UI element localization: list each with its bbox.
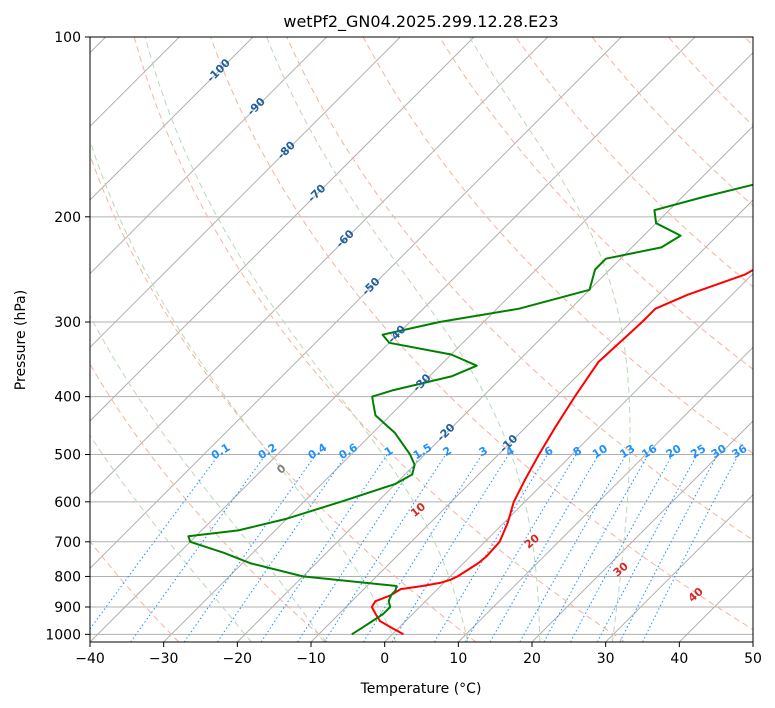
dry-adiabat-line: [90, 153, 477, 642]
isotherm-line: [163, 51, 753, 642]
isotherm-line: [90, 37, 622, 570]
isotherm-line: [531, 420, 753, 642]
moist-adiabat-line: [144, 37, 469, 642]
temperature-profile-line: [370, 268, 753, 636]
isotherm-line: [605, 493, 753, 642]
dry-adiabat-line: [90, 363, 328, 642]
dewpoint-profile-line: [187, 183, 753, 636]
moist-adiabat-line: [90, 314, 325, 642]
x-tick-label: 0: [380, 651, 389, 667]
dry-adiabat-line: [362, 37, 753, 455]
y-axis-title: Pressure (hPa): [13, 290, 29, 390]
mixing-ratio-line: [433, 454, 548, 642]
y-tick-label: 600: [54, 495, 81, 511]
dry-adiabat-line: [286, 37, 753, 541]
x-axis-title: Temperature (°C): [360, 681, 482, 697]
isotherm-line: [384, 272, 753, 642]
x-tick-label: −10: [296, 651, 326, 667]
isotherm-line: [90, 37, 254, 201]
y-tick-label: 800: [54, 569, 81, 585]
isotherm-line: [90, 37, 475, 422]
isotherm-line: [90, 37, 549, 496]
isotherm-line: [236, 125, 753, 642]
y-tick-label: 300: [54, 315, 81, 331]
y-tick-label: 200: [54, 210, 81, 226]
mixing-ratio-line: [297, 454, 422, 642]
y-tick-label: 400: [54, 390, 81, 406]
moist-adiabat-line: [90, 434, 252, 642]
isotherm-line: [310, 199, 753, 642]
x-tick-label: −40: [75, 651, 105, 667]
mixing-ratio-line: [489, 454, 600, 642]
dry-adiabat-line: [133, 37, 625, 642]
mixing-ratio-line: [323, 454, 447, 642]
x-tick-label: −20: [223, 651, 253, 667]
dry-adiabat-line: [515, 37, 753, 288]
isotherm-line: [752, 641, 753, 642]
y-tick-label: 1000: [45, 627, 81, 643]
axes-layer: −40 −30 −20 −10 0 10 20 30 40 50 100 200 300 400 500 60…: [45, 30, 762, 667]
mixing-ratio-line: [183, 454, 317, 642]
y-tick-label: 500: [54, 448, 81, 464]
x-tick-label: 10: [449, 651, 467, 667]
mixing-ratio-line: [260, 454, 388, 642]
dry-adiabat-line: [210, 37, 753, 631]
mixing-ratio-line: [216, 454, 348, 642]
moist-adiabat-line: [469, 37, 631, 642]
mixing-ratio-line: [596, 454, 698, 642]
grid-layer: [90, 37, 753, 642]
isotherm-line: [457, 346, 753, 642]
dry-adiabat-line: [438, 37, 753, 370]
chart-title: wetPf2_GN04.2025.299.12.28.E23: [283, 12, 558, 32]
plot-background: [90, 37, 753, 642]
mixing-ratio-line: [130, 454, 267, 642]
x-tick-label: 50: [744, 651, 762, 667]
data-layer: [187, 183, 753, 636]
plot-frame: [89, 36, 754, 643]
x-tick-label: 40: [670, 651, 688, 667]
mixing-ratio-line: [464, 454, 577, 642]
y-tick-label: 900: [54, 600, 81, 616]
mixing-ratio-line: [519, 454, 627, 642]
mixing-ratio-line: [569, 454, 673, 642]
x-tick-label: 20: [523, 651, 541, 667]
y-tick-label: 100: [54, 30, 81, 46]
moist-adiabat-line: [266, 37, 541, 642]
isotherm-line: [90, 37, 328, 275]
isotherm-line: [90, 37, 401, 349]
x-tick-label: 30: [597, 651, 615, 667]
x-tick-label: −30: [149, 651, 179, 667]
y-tick-label: 700: [54, 535, 81, 551]
mixing-ratio-line: [90, 454, 220, 630]
